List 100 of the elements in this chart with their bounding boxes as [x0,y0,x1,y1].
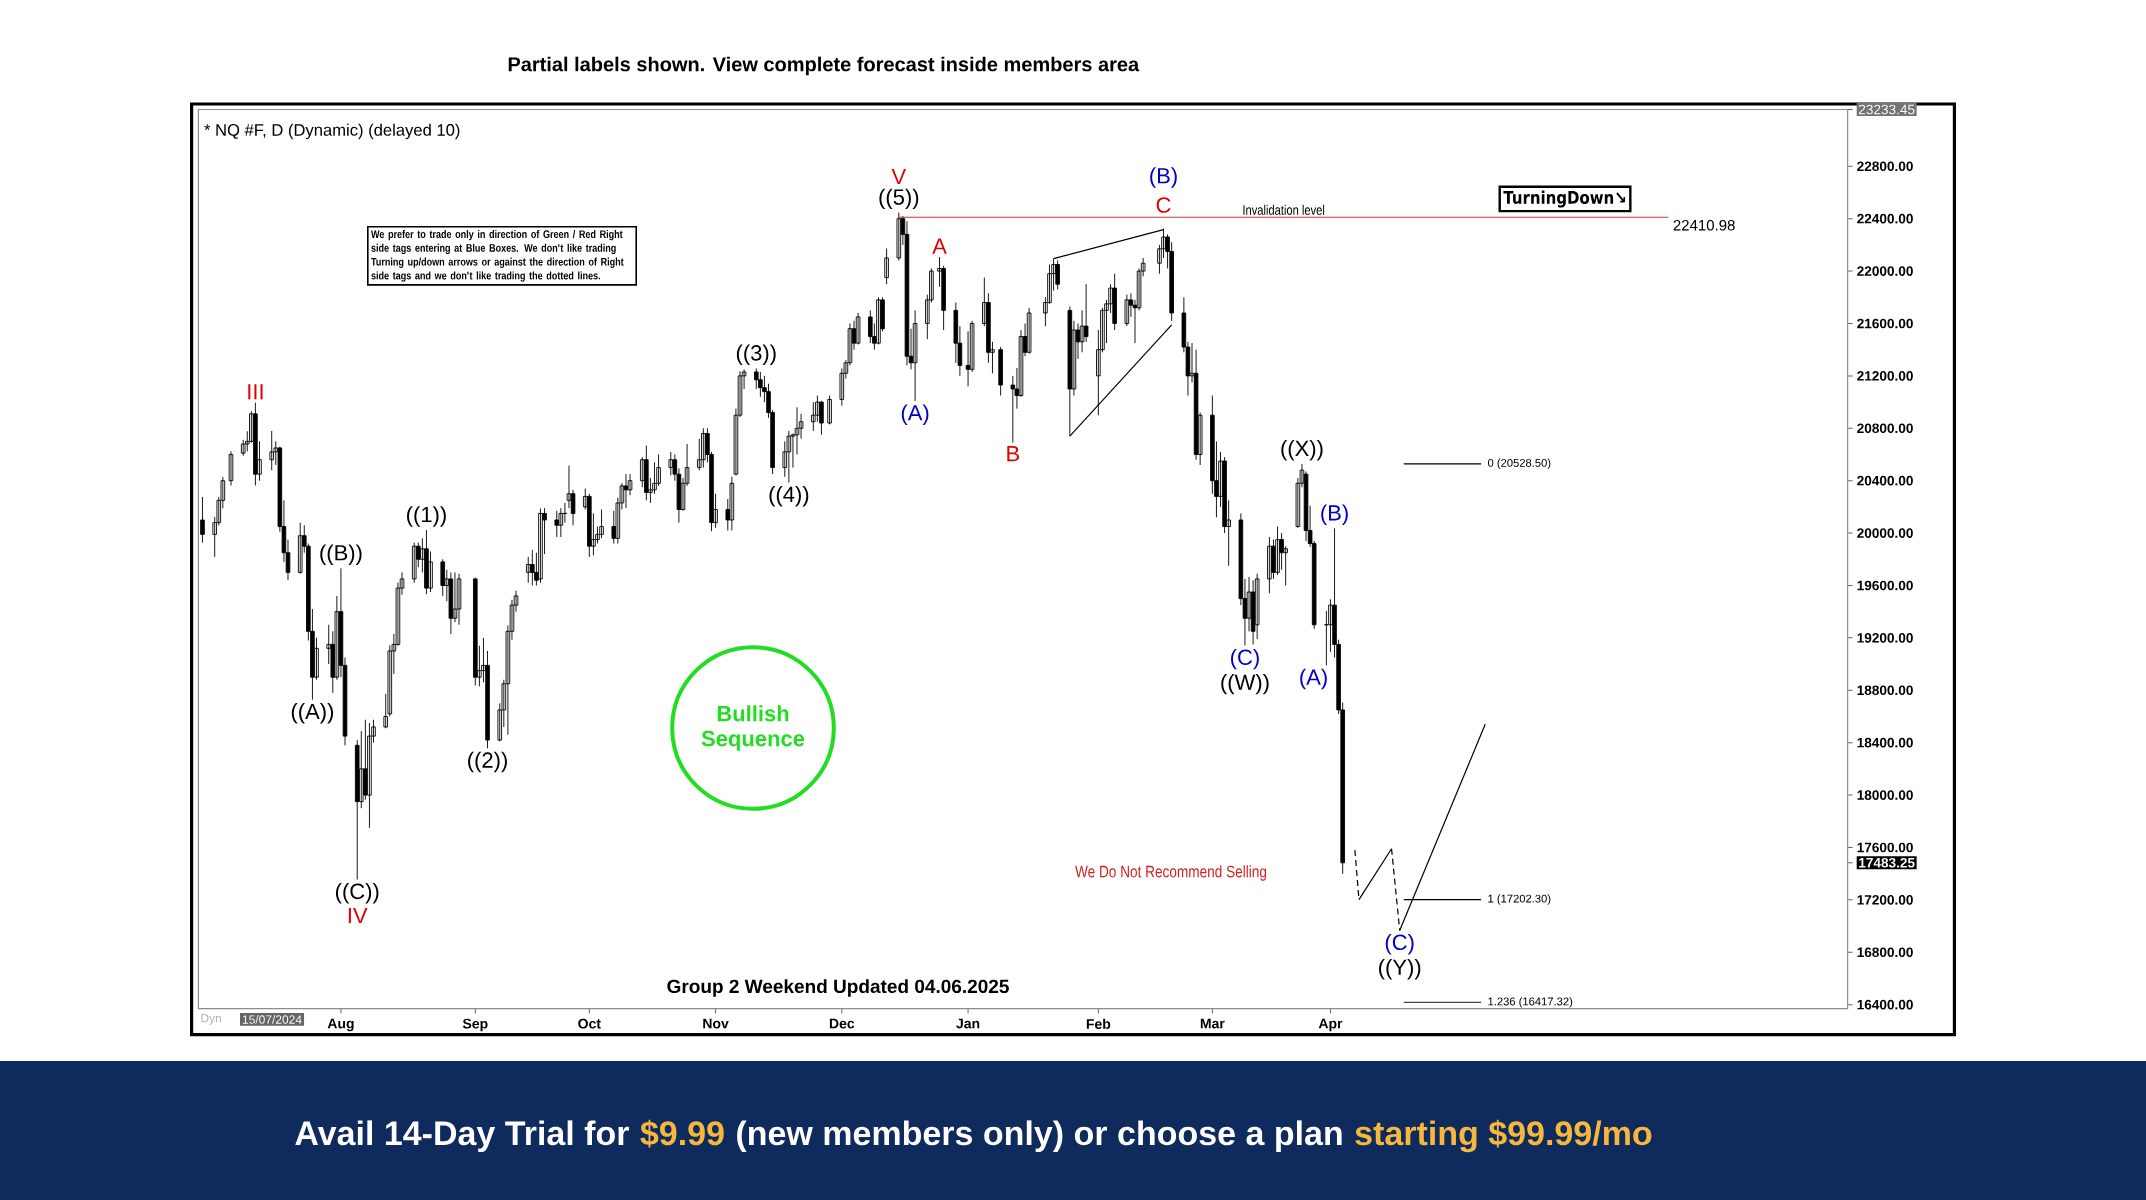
annotation: Group 2 Weekend Updated 04.06.2025 [667,979,1009,997]
candlestick [644,445,649,501]
text: 15/07/2024 [242,1014,302,1024]
text: * NQ #F, D (Dynamic) (delayed 10) [204,123,460,140]
candlestick [1112,273,1117,331]
x-tick-label: Feb [1086,1018,1111,1029]
candlestick [912,309,918,402]
candlestick [1124,294,1130,327]
candlestick [253,402,258,486]
y-tick-label: 20800.00 [1857,423,1913,434]
x-tick-label: Jan [956,1018,980,1029]
x-tick-label: Sep [462,1018,488,1032]
y-tick-label: 19200.00 [1857,633,1913,643]
y-tick-label: 16800.00 [1857,947,1913,958]
text: starting $99.99/mo [1355,1119,1652,1153]
y-tick-label: 21200.00 [1857,371,1913,381]
annotation: (A) [901,404,929,425]
annotation: C [1156,197,1171,213]
candlestick [729,476,735,531]
y-tick-label: 17200.00 [1857,895,1913,905]
series-label: 1.236 (16417.32) [1488,997,1573,1008]
annotation: (C) [1231,648,1259,670]
x-tick-label: Apr [1318,1018,1343,1032]
candlestick [1267,536,1272,594]
y-tick-label: 21600.00 [1857,318,1913,329]
candlestick [1254,573,1260,640]
series-label: 1 (17202.30) [1488,894,1551,905]
annotation: ((W)) [1221,673,1269,695]
annotation: A [932,238,947,254]
annotation: ((4)) [769,486,809,507]
annotation: ((2)) [468,751,507,773]
y-tick-label: 22000.00 [1857,266,1913,276]
annotation: (C) [1385,933,1414,955]
x-tick-label: Mar [1200,1018,1225,1029]
annotation: (B) [1150,167,1177,188]
text: $9.99 [640,1119,724,1148]
candlestick [896,212,902,262]
candlestick [200,496,205,544]
y-tick-label: 16400.00 [1857,999,1913,1010]
y-tick-label: 19600.00 [1857,580,1913,591]
candlestick [1275,526,1280,576]
text: (new members only) or choose a plan [737,1120,1342,1153]
annotation: IV [348,907,368,924]
text: Partial labels shown. View complete forecast inside members area [508,56,1140,76]
candlestick [297,522,303,575]
y-tick-label: 18000.00 [1857,790,1913,800]
candlestick [1055,260,1060,290]
text: Dyn [201,1014,221,1025]
candlestick [554,510,560,538]
candlestick [758,371,763,398]
candlestick [558,507,564,538]
y-tick-label: 18800.00 [1857,685,1913,696]
x-tick-label: Nov [703,1018,729,1029]
candlestick [827,395,832,425]
candlestick [367,722,372,829]
annotation: We prefer to trade only in direction of Green / Red Right side tags entering at Blue Boxes. We don't like trading Turning up/down arrows or against the direction of Right side tags and we don't like trading the dotted lines. [371,229,624,282]
candlestick [269,430,274,471]
annotation: TurningDown↘ [1503,190,1625,208]
annotation: V [891,169,907,185]
y-tick-label: 20000.00 [1857,528,1913,538]
annotation: B [1007,446,1020,462]
candlestick [623,473,629,509]
annotation: ((C)) [335,882,379,904]
annotation: (B) [1321,504,1348,525]
series-label: 0 (20528.50) [1487,458,1551,470]
candlestick [587,493,592,558]
annotation: ((5)) [879,188,919,210]
annotation: ((3)) [736,344,776,366]
y-tick-label: 18400.00 [1857,737,1913,748]
candlestick [538,508,543,584]
annotation: Bullish Sequence [701,705,805,751]
annotation: We Do Not Recommend Selling [1075,865,1267,881]
candlestick [884,248,889,285]
candlestick [998,346,1003,396]
y-tick-label: 22800.00 [1857,161,1913,172]
annotation: (A) [1300,668,1327,690]
x-tick-label: Dec [829,1018,855,1029]
candlestick [1026,307,1032,355]
annotation: ((B)) [320,544,362,565]
candlestick [411,542,417,584]
annotation: ((X)) [1281,439,1323,461]
x-tick-label: Aug [327,1018,354,1032]
candlestick [530,549,535,586]
y-tick-label: 23233.45 [1858,104,1915,115]
candlestick [228,450,234,486]
series-label: Invalidation level [1243,204,1325,215]
data-label: 22410.98 [1673,219,1735,231]
y-tick-label: 17600.00 [1857,842,1913,853]
annotation: ((1)) [407,506,446,527]
text: Avail 14-Day Trial for [295,1120,629,1153]
y-tick-label: 22400.00 [1857,213,1913,224]
annotation: ((A)) [291,703,334,724]
candlestick [904,220,910,366]
y-tick-label: 20400.00 [1857,475,1913,486]
candlestick [819,400,824,436]
candlestick [440,558,446,597]
candlestick [456,573,462,626]
annotation: III [248,384,263,400]
x-tick-label: Oct [578,1018,601,1029]
candlestick [424,529,429,595]
